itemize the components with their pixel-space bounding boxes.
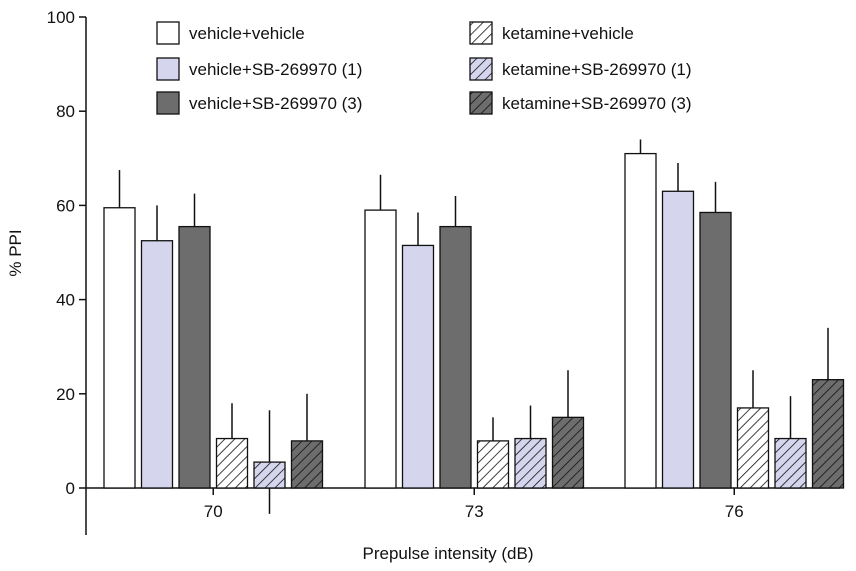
bar [476,440,510,489]
y-tick-label: 60 [56,196,75,215]
bar [364,209,397,489]
bar [140,240,174,489]
x-tick-label: 70 [204,502,223,521]
legend-swatch [156,91,180,115]
y-tick-label: 40 [56,291,75,310]
bar [736,407,770,489]
bar [624,152,657,489]
bar [661,190,695,489]
bar [811,379,845,489]
legend-label: ketamine+SB-269970 (1) [502,60,691,79]
bar [439,225,472,489]
bars [103,139,845,514]
y-tick-label: 0 [66,479,75,498]
y-axis-title: % PPI [6,229,25,276]
bar [551,416,585,489]
bar [215,437,249,489]
bar [514,437,547,489]
bar [103,207,136,489]
legend-swatch [469,57,493,81]
bar [774,437,807,489]
y-tick-label: 80 [56,102,75,121]
x-tick-label: 73 [465,502,484,521]
bar [253,461,286,489]
y-tick-label: 20 [56,385,75,404]
bar [699,211,732,489]
bar [178,225,211,489]
legend-label: ketamine+vehicle [502,24,634,43]
legend-label: ketamine+SB-269970 (3) [502,94,691,113]
legend-swatch [156,57,180,81]
x-tick-label: 76 [725,502,744,521]
x-axis-title: Prepulse intensity (dB) [362,544,533,563]
legend-label: vehicle+vehicle [189,24,305,43]
x-axis: 70 73 76 [86,487,840,521]
legend-label: vehicle+SB-269970 (1) [189,60,362,79]
legend-swatch [469,91,493,115]
bar [401,244,435,489]
bar [290,440,324,489]
y-tick-label: 100 [47,8,75,27]
legend-label: vehicle+SB-269970 (3) [189,94,362,113]
y-axis: 0 20 40 60 80 100 [47,8,87,535]
legend-swatch [469,21,493,45]
legend-swatch [156,21,180,45]
legend: vehicle+vehicle vehicle+SB-269970 (1) vehi… [156,21,691,115]
